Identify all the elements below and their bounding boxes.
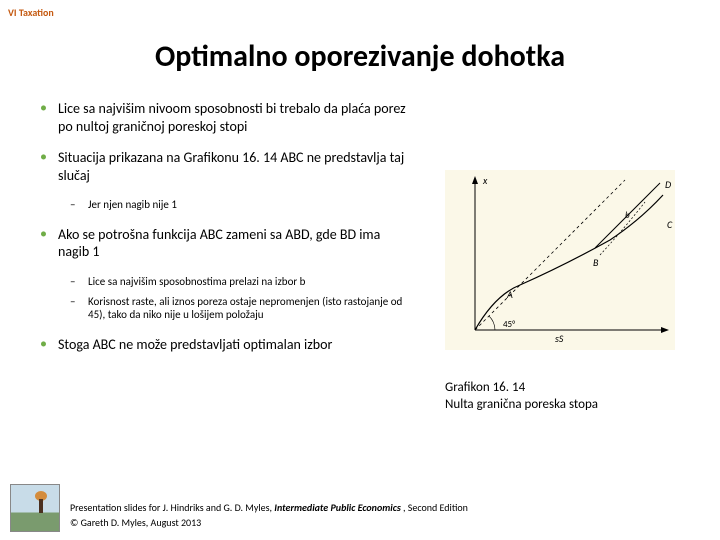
label-d: D bbox=[665, 178, 671, 191]
y-label: x bbox=[482, 174, 488, 187]
sub-item: – Korisnost raste, ali iznos poreza osta… bbox=[70, 295, 410, 323]
bullet-content: • Lice sa najvišim nivoom sposobnosti bi… bbox=[40, 100, 410, 368]
dash-icon: – bbox=[70, 198, 88, 212]
label-b-lower: b bbox=[625, 210, 630, 221]
sub-item: – Lice sa najvišim sposobnostima prelazi… bbox=[70, 275, 410, 289]
bullet-text: Ako se potrošna funkcija ABC zameni sa A… bbox=[58, 226, 410, 261]
bullet-text: Situacija prikazana na Grafikonu 16. 14 … bbox=[58, 149, 410, 184]
bullet-dot-icon: • bbox=[40, 226, 58, 261]
book-thumbnail bbox=[10, 484, 60, 532]
slide-title: Optimalno oporezivanje dohotka bbox=[0, 38, 720, 75]
sub-list: – Lice sa najvišim sposobnostima prelazi… bbox=[70, 275, 410, 322]
footer: Presentation slides for J. Hindriks and … bbox=[70, 500, 468, 530]
chart: x A B C D b 45° sS bbox=[445, 170, 675, 350]
footer-line1: Presentation slides for J. Hindriks and … bbox=[70, 500, 468, 515]
sub-text: Korisnost raste, ali iznos poreza ostaje… bbox=[88, 295, 410, 323]
sub-text: Lice sa najvišim sposobnostima prelazi n… bbox=[88, 275, 305, 289]
x-label: sS bbox=[555, 332, 564, 345]
footer-line2: © Gareth D. Myles, August 2013 bbox=[70, 515, 468, 530]
bullet-dot-icon: • bbox=[40, 149, 58, 184]
dash-icon: – bbox=[70, 275, 88, 289]
label-45: 45° bbox=[503, 319, 515, 330]
bullet-dot-icon: • bbox=[40, 336, 58, 354]
label-a: A bbox=[506, 288, 513, 301]
bullet-item: • Situacija prikazana na Grafikonu 16. 1… bbox=[40, 149, 410, 184]
sub-text: Jer njen nagib nije 1 bbox=[88, 198, 177, 212]
bullet-item: • Stoga ABC ne može predstavljati optima… bbox=[40, 336, 410, 354]
label-c: C bbox=[667, 218, 673, 231]
section-header: VI Taxation bbox=[8, 6, 54, 19]
caption-line1: Grafikon 16. 14 bbox=[445, 380, 598, 397]
sub-list: – Jer njen nagib nije 1 bbox=[70, 198, 410, 212]
chart-caption: Grafikon 16. 14 Nulta granična poreska s… bbox=[445, 380, 598, 414]
chart-svg: x A B C D b 45° sS bbox=[445, 170, 675, 350]
bullet-dot-icon: • bbox=[40, 100, 58, 135]
bullet-text: Lice sa najvišim nivoom sposobnosti bi t… bbox=[58, 100, 410, 135]
bullet-text: Stoga ABC ne može predstavljati optimala… bbox=[58, 336, 332, 354]
label-b-upper: B bbox=[593, 256, 599, 269]
caption-line2: Nulta granična poreska stopa bbox=[445, 397, 598, 414]
bullet-item: • Lice sa najvišim nivoom sposobnosti bi… bbox=[40, 100, 410, 135]
dash-icon: – bbox=[70, 295, 88, 323]
bullet-item: • Ako se potrošna funkcija ABC zameni sa… bbox=[40, 226, 410, 261]
sub-item: – Jer njen nagib nije 1 bbox=[70, 198, 410, 212]
